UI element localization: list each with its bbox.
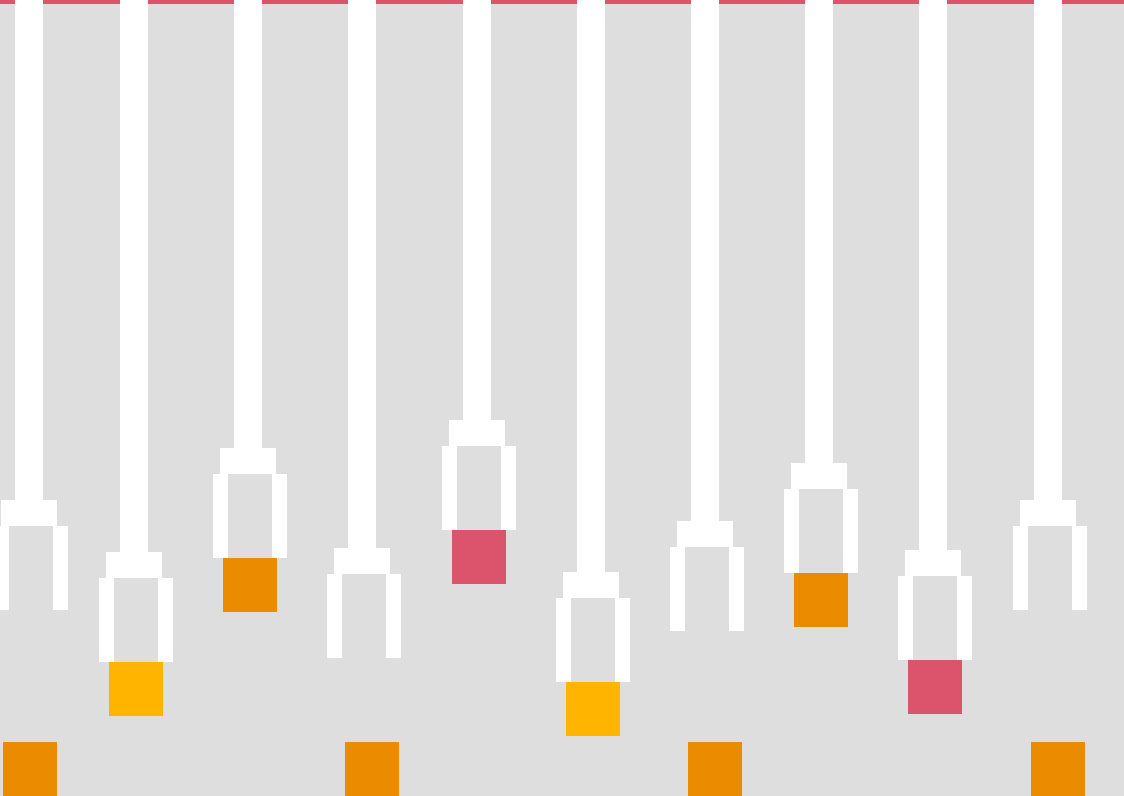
held-block-yellow: [566, 682, 620, 736]
claw-arm-right: [501, 446, 516, 530]
held-block-orange: [794, 573, 848, 627]
claw-arm-right: [272, 474, 287, 558]
held-block-red: [908, 660, 962, 714]
claw-arm-left: [442, 446, 457, 530]
claw-8: [784, 0, 858, 627]
claw-head: [106, 552, 162, 578]
claw-10: [1013, 0, 1087, 636]
claw-head: [1020, 500, 1076, 526]
claw-arm-right: [1072, 526, 1087, 610]
claw-rod: [348, 0, 376, 550]
claw-rod: [120, 0, 148, 554]
claw-arm-left: [898, 576, 913, 660]
claw-head: [1, 500, 57, 526]
claw-rod: [234, 0, 262, 450]
claw-arm-left: [99, 578, 114, 662]
claw-rod: [1034, 0, 1062, 502]
claw-arm-right: [957, 576, 972, 660]
claw-arm-right: [386, 574, 401, 658]
claw-5: [442, 0, 516, 584]
claw-1: [0, 0, 68, 636]
claw-head: [220, 448, 276, 474]
top-bar: [0, 0, 1124, 4]
claw-head: [563, 572, 619, 598]
claw-arm-right: [843, 489, 858, 573]
claw-head: [334, 548, 390, 574]
floor-block-orange: [688, 742, 742, 796]
claw-head: [677, 521, 733, 547]
claw-head: [905, 550, 961, 576]
claw-9: [898, 0, 972, 714]
claw-rod: [919, 0, 947, 552]
claw-arm-left: [1013, 526, 1028, 610]
floor-block-orange: [345, 742, 399, 796]
claw-6: [556, 0, 630, 736]
claw-4: [327, 0, 401, 684]
claw-arm-left: [213, 474, 228, 558]
claw-arm-right: [158, 578, 173, 662]
claw-rod: [463, 0, 491, 422]
claw-rod: [805, 0, 833, 465]
claw-7: [670, 0, 744, 657]
claw-rod: [15, 0, 43, 502]
held-block-yellow: [109, 662, 163, 716]
claw-arm-left: [327, 574, 342, 658]
claw-arm-right: [615, 598, 630, 682]
claw-arm-left: [0, 526, 9, 610]
claw-head: [449, 420, 505, 446]
claw-rod: [691, 0, 719, 523]
floor-block-orange: [3, 742, 57, 796]
claw-head: [791, 463, 847, 489]
claw-arm-left: [670, 547, 685, 631]
held-block-orange: [223, 558, 277, 612]
claw-arm-right: [729, 547, 744, 631]
claw-rod: [577, 0, 605, 574]
claw-arm-left: [556, 598, 571, 682]
claw-arm-right: [53, 526, 68, 610]
claw-3: [213, 0, 287, 612]
claw-2: [99, 0, 173, 716]
claw-arm-left: [784, 489, 799, 573]
held-block-red: [452, 530, 506, 584]
floor-block-orange: [1031, 742, 1085, 796]
